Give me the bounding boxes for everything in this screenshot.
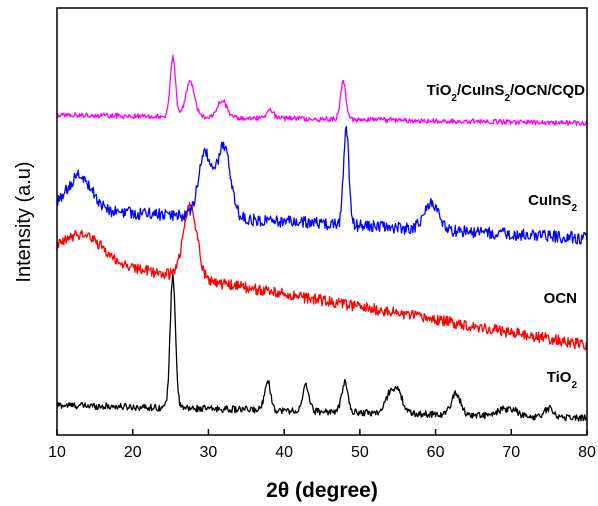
series-label-3: TiO2/CuInS2/OCN/CQD (427, 82, 586, 104)
x-ticks: 10 20 30 40 50 60 70 80 (48, 429, 596, 461)
series-line-3 (56, 54, 588, 127)
x-tick-label: 60 (427, 444, 445, 461)
series-label-0: TiO2 (547, 369, 578, 391)
series-line-0 (56, 273, 588, 422)
series-layer (56, 54, 588, 422)
x-tick-label: 30 (200, 444, 218, 461)
x-axis-title: 2θ (degree) (266, 479, 378, 502)
y-axis-title: Intensity (a.u) (13, 161, 35, 282)
x-tick-label: 20 (124, 444, 142, 461)
x-tick-label: 70 (502, 444, 520, 461)
series-label-1: OCN (544, 290, 577, 307)
x-tick-label: 80 (578, 444, 596, 461)
x-tick-label: 40 (275, 444, 293, 461)
x-tick-label: 10 (48, 444, 66, 461)
series-label-2: CuInS2 (528, 192, 577, 214)
series-line-2 (56, 125, 588, 245)
x-tick-label: 50 (351, 444, 369, 461)
series-labels: TiO2 OCN CuInS2 TiO2/CuInS2/OCN/CQD (427, 82, 586, 391)
series-line-1 (56, 202, 588, 351)
plot-frame (56, 7, 588, 436)
